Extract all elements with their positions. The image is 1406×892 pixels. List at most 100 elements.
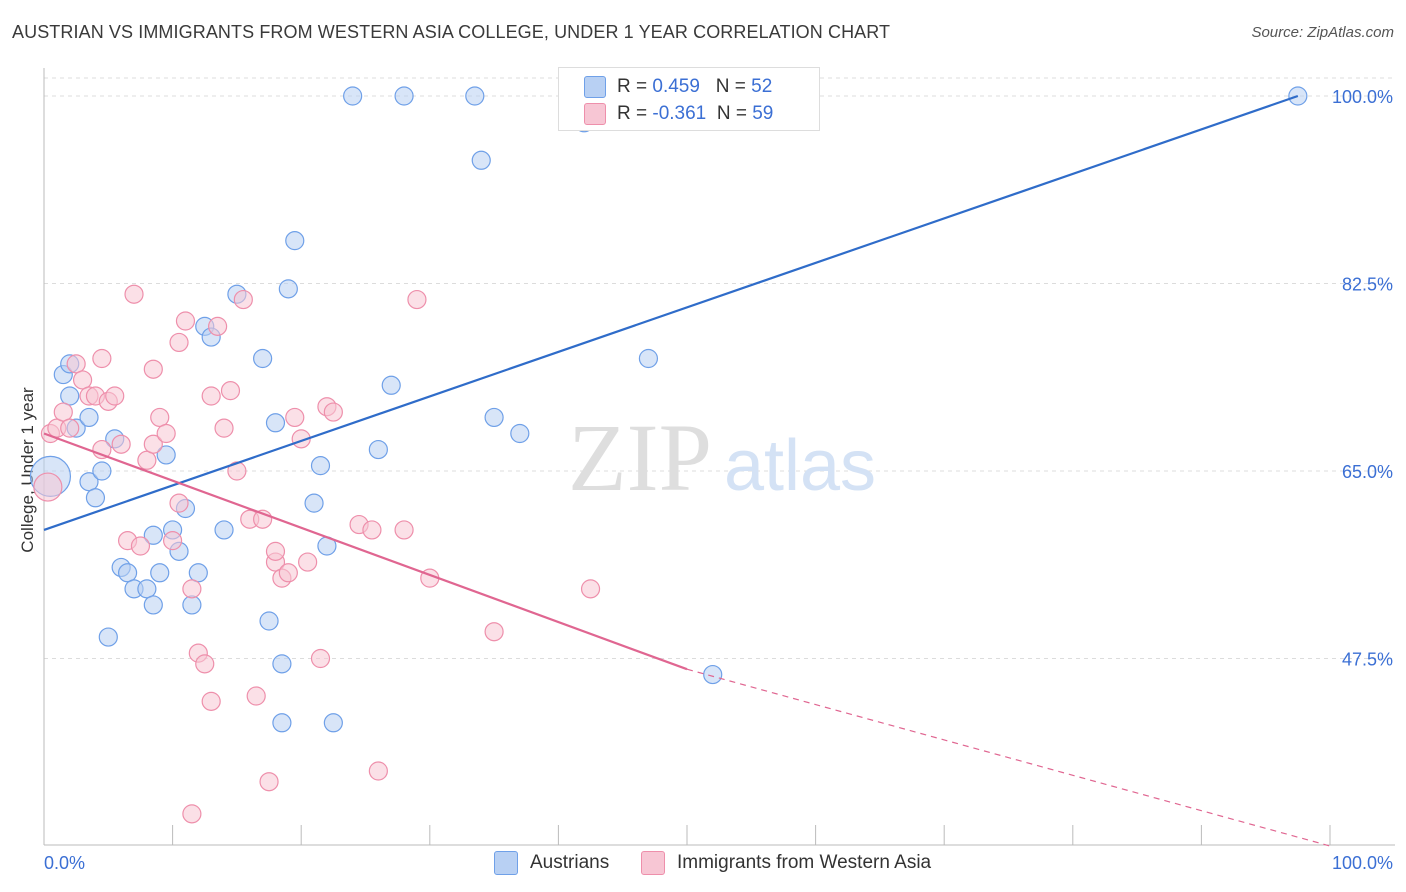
austrians-point-16: [143, 595, 163, 615]
data-points: [29, 86, 1308, 824]
western-asia-point-54: [394, 520, 414, 540]
western-asia-point-19: [143, 359, 163, 379]
austrians-point-28: [253, 348, 273, 369]
western-asia-point-10: [92, 348, 112, 369]
western-asia-point-32: [208, 316, 228, 336]
x-tick-label-0: 0.0%: [44, 853, 85, 873]
western-asia-point-6: [72, 370, 93, 390]
n-value-austrians: 52: [751, 76, 773, 97]
austrians-point-23: [188, 563, 208, 583]
y-tick-label-3: 100.0%: [1332, 87, 1393, 107]
austrians-point-32: [272, 713, 292, 733]
western-asia-legend-swatch: [641, 851, 665, 875]
western-asia-point-20: [150, 407, 170, 428]
western-asia-point-42: [265, 541, 286, 561]
austrians-point-14: [137, 579, 157, 599]
y-tick-label-2: 82.5%: [1342, 275, 1393, 295]
western-asia-point-47: [298, 552, 318, 572]
western-asia-trend-line: [43, 432, 688, 671]
chart-title: AUSTRIAN VS IMMIGRANTS FROM WESTERN ASIA…: [12, 22, 891, 42]
western-asia-point-57: [484, 622, 504, 642]
western-asia-point-23: [169, 332, 189, 353]
western-asia-point-33: [214, 418, 234, 438]
western-asia-point-13: [111, 434, 131, 454]
austrians-point-22: [182, 595, 202, 615]
austrians-point-31: [272, 654, 292, 674]
western-asia-point-29: [195, 654, 215, 674]
chart-source: Source: ZipAtlas.com: [1251, 24, 1394, 41]
western-asia-point-0: [33, 472, 63, 502]
austrians-point-48: [638, 348, 659, 369]
n-value-western-asia: 59: [752, 103, 774, 124]
austrians-legend-swatch: [494, 851, 518, 875]
western-asia-point-55: [407, 289, 427, 310]
western-asia-point-21: [156, 423, 176, 444]
austrians-point-39: [343, 86, 363, 106]
r-label: R =: [617, 76, 653, 97]
watermark-atlas: atlas: [724, 426, 876, 506]
western-asia-point-52: [362, 520, 382, 540]
western-asia-point-27: [182, 804, 202, 824]
western-asia-point-4: [60, 418, 80, 438]
austrians-point-17: [150, 563, 170, 583]
austrians-point-26: [214, 520, 234, 540]
y-tick-labels: 47.5% 65.0% 82.5% 100.0%: [1332, 87, 1393, 670]
western-asia-point-48: [310, 648, 331, 669]
austrians-point-40: [368, 439, 388, 460]
western-asia-point-17: [137, 450, 157, 470]
western-asia-point-24: [169, 493, 189, 513]
n-label: N =: [716, 103, 753, 124]
western-asia-point-50: [323, 402, 343, 422]
r-value-austrians: 0.459: [652, 76, 700, 97]
western-asia-trend-extension: [686, 668, 1331, 847]
austrians-point-30: [265, 413, 286, 433]
stats-row-western-asia: R = -0.361 N = 59: [584, 102, 774, 126]
legend-label-western-asia: Immigrants from Western Asia: [677, 852, 932, 873]
austrians-point-38: [323, 713, 343, 733]
austrians-point-35: [304, 493, 324, 513]
austrians-point-3: [60, 386, 80, 406]
western-asia-point-31: [201, 691, 221, 711]
austrians-point-44: [471, 150, 491, 170]
r-label: R =: [617, 103, 653, 124]
austrians-point-12: [117, 563, 138, 583]
austrians-point-7: [85, 488, 106, 508]
legend-label-austrians: Austrians: [530, 852, 610, 873]
legend-item-western-asia[interactable]: Immigrants from Western Asia: [641, 851, 931, 875]
western-asia-point-16: [130, 536, 151, 556]
western-asia-point-53: [368, 761, 388, 781]
austrians-point-42: [394, 86, 414, 106]
r-value-western-asia: -0.361: [652, 103, 707, 124]
legend-item-austrians[interactable]: Austrians: [494, 851, 609, 875]
watermark-zip: ZIP: [568, 404, 712, 511]
western-asia-swatch: [584, 103, 606, 125]
y-tick-label-1: 65.0%: [1342, 462, 1393, 482]
austrians-point-29: [259, 611, 279, 631]
western-asia-point-5: [66, 354, 86, 374]
western-asia-point-40: [259, 772, 279, 792]
series-legend: Austrians Immigrants from Western Asia: [0, 851, 1406, 879]
austrians-point-15: [143, 525, 163, 545]
western-asia-point-35: [227, 461, 247, 481]
austrians-point-41: [381, 375, 401, 395]
austrians-point-6: [79, 407, 99, 428]
western-asia-point-34: [220, 381, 241, 401]
trend-lines: [43, 94, 1331, 847]
western-asia-point-25: [175, 311, 196, 331]
western-asia-point-45: [285, 407, 305, 428]
x-tick-labels: 0.0% 100.0%: [44, 853, 1393, 873]
western-asia-point-22: [163, 531, 183, 551]
austrians-point-36: [310, 456, 331, 476]
n-label: N =: [715, 76, 752, 97]
western-asia-point-44: [278, 563, 298, 583]
western-asia-point-12: [105, 386, 125, 406]
western-asia-point-15: [124, 284, 144, 304]
western-asia-point-58: [580, 579, 601, 599]
austrians-point-33: [278, 279, 298, 299]
austrians-point-49: [703, 664, 723, 685]
austrians-swatch: [584, 76, 606, 98]
austrians-point-8: [92, 461, 112, 481]
stats-row-austrians: R = 0.459 N = 52: [584, 75, 773, 99]
austrians-point-18: [156, 445, 176, 465]
